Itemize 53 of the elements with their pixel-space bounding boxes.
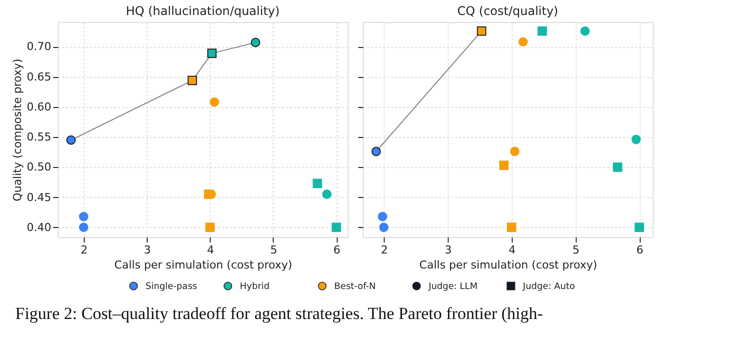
point — [204, 190, 214, 199]
point — [371, 146, 381, 156]
point — [612, 162, 622, 172]
point — [631, 134, 641, 144]
point — [312, 178, 322, 188]
x-axis-title: Calls per simulation (cost proxy) — [114, 258, 292, 272]
y-tick-label: 0.50 — [26, 160, 52, 174]
y-tick-label: 0.45 — [26, 190, 52, 204]
y-tick-label: 0.55 — [26, 130, 52, 144]
legend-label: Hybrid — [240, 282, 270, 292]
point — [634, 222, 644, 232]
y-tick-label: 0.40 — [26, 220, 52, 234]
point — [250, 38, 260, 48]
legend-label: Judge: LLM — [428, 282, 478, 292]
y-tick-label: 0.60 — [26, 100, 52, 114]
point — [378, 212, 388, 222]
point — [499, 160, 509, 170]
y-tick-label: 0.65 — [26, 70, 52, 84]
x-tick-label: 2 — [80, 244, 88, 256]
x-tick-label: 6 — [333, 244, 340, 256]
x-tick-label: 4 — [207, 244, 214, 256]
x-tick-label: 5 — [572, 244, 580, 256]
chart-title: CQ (cost/quality) — [457, 4, 558, 18]
x-axis-title: Calls per simulation (cost proxy) — [419, 258, 598, 272]
caption: Figure 2: Cost–quality tradeoff for agent strategies. The Pareto frontier (high- — [15, 304, 544, 323]
x-tick-label: 4 — [508, 244, 516, 256]
point — [332, 222, 342, 232]
point — [506, 222, 516, 232]
point — [518, 37, 528, 47]
x-tick-label: 3 — [444, 244, 452, 256]
point — [580, 26, 590, 36]
y-tick-label: 0.70 — [26, 40, 52, 54]
y-axis-title: Quality (composite proxy) — [10, 58, 24, 202]
x-tick-label: 6 — [636, 244, 644, 256]
x-tick-label: 3 — [144, 244, 151, 256]
point — [78, 212, 88, 222]
x-tick-label: 2 — [380, 244, 388, 256]
point — [205, 222, 215, 232]
point — [476, 26, 486, 36]
point — [210, 97, 220, 107]
legend-label: Judge: Auto — [522, 282, 576, 292]
legend-label: Single-pass — [146, 282, 198, 292]
point — [188, 76, 198, 86]
chart-title: HQ (hallucination/quality) — [126, 4, 280, 18]
point — [66, 135, 76, 145]
point — [78, 222, 88, 232]
point — [538, 26, 547, 36]
point — [207, 48, 217, 58]
point — [322, 190, 332, 199]
point — [510, 146, 520, 156]
x-tick-label: 5 — [270, 244, 278, 256]
point — [379, 222, 389, 232]
legend-label: Best-of-N — [334, 282, 376, 292]
